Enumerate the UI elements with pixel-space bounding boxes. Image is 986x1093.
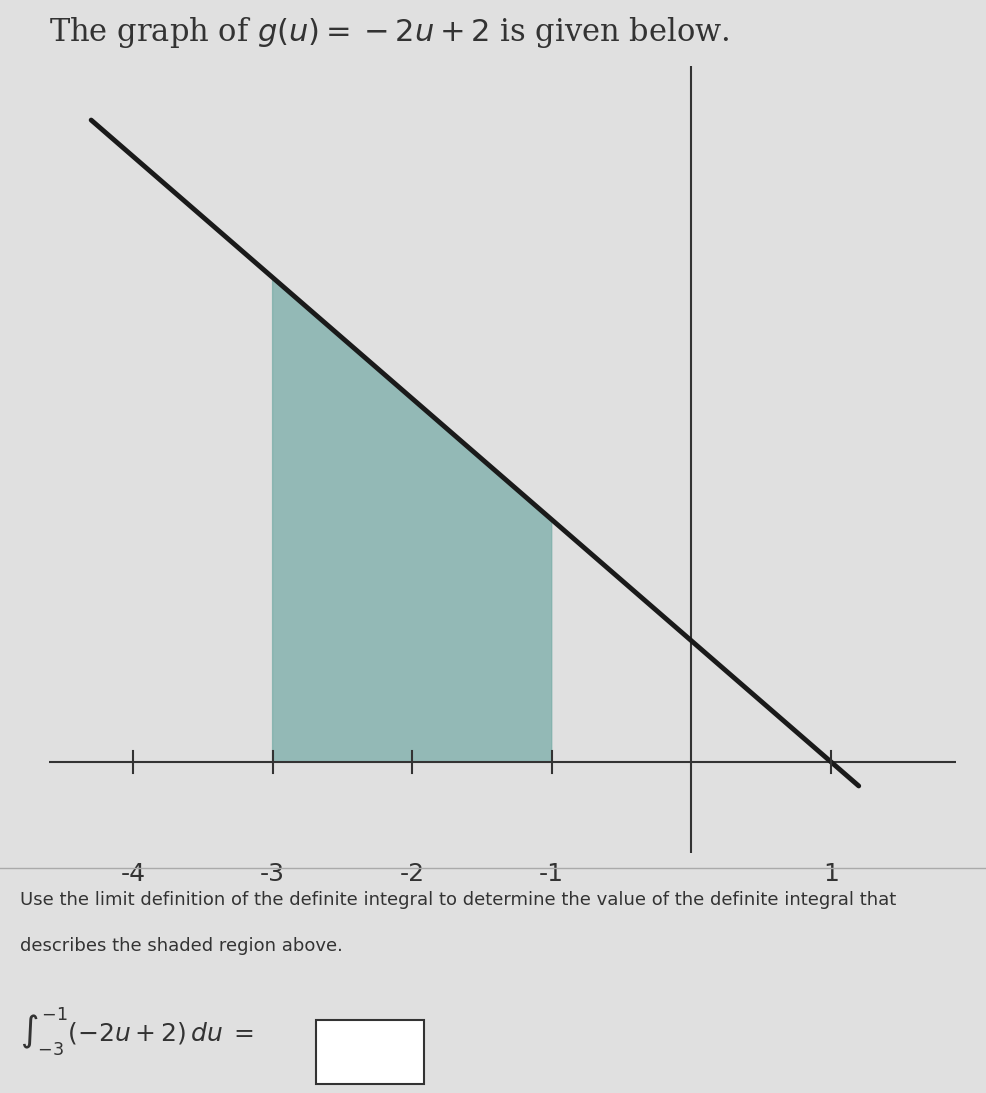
FancyBboxPatch shape	[316, 1020, 424, 1084]
Text: Use the limit definition of the definite integral to determine the value of the : Use the limit definition of the definite…	[20, 891, 896, 909]
Text: $\int_{-3}^{-1}(-2u+2)\,du\;=$: $\int_{-3}^{-1}(-2u+2)\,du\;=$	[20, 1006, 253, 1058]
Text: The graph of $g(u) = -2u + 2$ is given below.: The graph of $g(u) = -2u + 2$ is given b…	[49, 14, 730, 49]
Text: describes the shaded region above.: describes the shaded region above.	[20, 937, 342, 955]
Polygon shape	[272, 278, 552, 762]
